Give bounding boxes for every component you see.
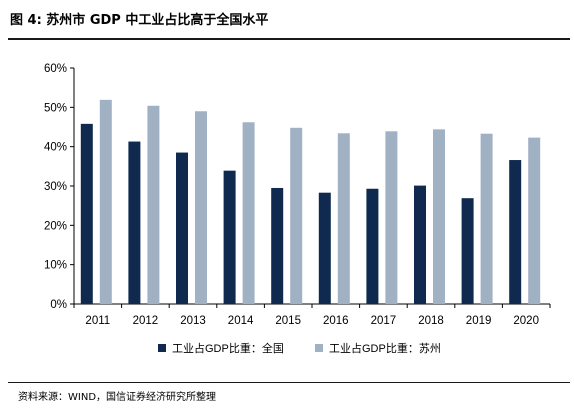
x-tick-label: 2011	[85, 315, 110, 327]
footer-rule	[8, 382, 570, 383]
bar-national	[223, 170, 236, 304]
legend: 工业占GDP比重：全国 工业占GDP比重：苏州	[158, 341, 441, 355]
x-tick-label: 2014	[228, 315, 254, 327]
y-tick-label: 0%	[50, 299, 67, 311]
bar-suzhou	[385, 131, 398, 304]
bar-suzhou	[433, 129, 445, 304]
bar-national	[176, 152, 188, 304]
source-note: 资料来源：WIND，国信证券经济研究所整理	[18, 392, 217, 403]
x-tick-label: 2012	[133, 315, 159, 327]
bars	[80, 99, 541, 305]
x-tick-label: 2015	[275, 315, 301, 327]
x-tick-label: 2013	[180, 315, 206, 327]
bar-national	[461, 198, 474, 304]
bar-national	[509, 160, 522, 304]
bar-national	[128, 141, 141, 304]
bar-suzhou	[195, 111, 207, 305]
bar-national	[80, 123, 93, 304]
y-tick-label: 20%	[44, 220, 67, 232]
bar-suzhou	[528, 137, 541, 304]
y-tick-label: 40%	[44, 142, 67, 154]
figure-title: 图 4: 苏州市 GDP 中工业占比高于全国水平	[10, 13, 269, 28]
bar-national	[414, 185, 426, 304]
x-tick-label: 2020	[513, 315, 539, 327]
legend-swatch	[158, 344, 166, 352]
bar-suzhou	[242, 122, 255, 304]
y-tick-label: 60%	[44, 63, 67, 75]
title-rule	[8, 38, 570, 40]
bar-suzhou	[290, 127, 303, 304]
y-tick-label: 10%	[44, 260, 67, 272]
x-tick-label: 2016	[323, 315, 349, 327]
x-tick-label: 2018	[418, 315, 444, 327]
x-axis: 2011 2012 2013 2014 2015 2016 2017 2018 2019 2020	[73, 303, 551, 327]
bar-suzhou	[147, 105, 160, 304]
legend-label: 工业占GDP比重：苏州	[329, 341, 441, 355]
y-axis: 0% 10% 20% 30% 40% 50% 60%	[44, 63, 75, 311]
x-tick-label: 2017	[371, 315, 397, 327]
bar-suzhou	[337, 133, 350, 304]
bar-national	[318, 192, 331, 304]
bar-suzhou	[480, 133, 493, 304]
y-tick-label: 30%	[44, 181, 67, 193]
bar-national	[366, 188, 379, 304]
y-tick-label: 50%	[44, 102, 67, 114]
bar-national	[271, 187, 284, 304]
legend-swatch	[315, 344, 323, 352]
bar-suzhou	[99, 99, 112, 304]
legend-label: 工业占GDP比重：全国	[172, 341, 284, 355]
x-tick-label: 2019	[466, 315, 492, 327]
